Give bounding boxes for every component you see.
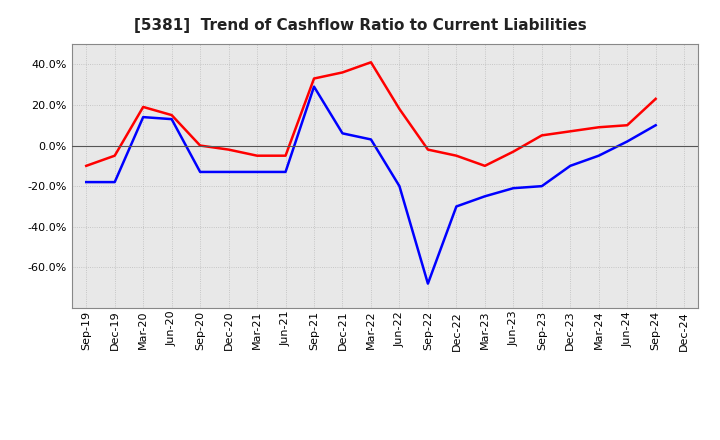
Operating CF to Current Liabilities <box>338 70 347 75</box>
Operating CF to Current Liabilities <box>225 147 233 152</box>
Free CF to Current Liabilities <box>652 123 660 128</box>
Free CF to Current Liabilities <box>110 180 119 185</box>
Free CF to Current Liabilities <box>595 153 603 158</box>
Free CF to Current Liabilities <box>423 281 432 286</box>
Free CF to Current Liabilities <box>623 139 631 144</box>
Line: Operating CF to Current Liabilities: Operating CF to Current Liabilities <box>86 62 656 166</box>
Operating CF to Current Liabilities <box>82 163 91 169</box>
Free CF to Current Liabilities <box>82 180 91 185</box>
Operating CF to Current Liabilities <box>253 153 261 158</box>
Operating CF to Current Liabilities <box>395 106 404 112</box>
Free CF to Current Liabilities <box>509 186 518 191</box>
Operating CF to Current Liabilities <box>139 104 148 110</box>
Free CF to Current Liabilities <box>566 163 575 169</box>
Operating CF to Current Liabilities <box>652 96 660 102</box>
Operating CF to Current Liabilities <box>595 125 603 130</box>
Free CF to Current Liabilities <box>167 117 176 122</box>
Operating CF to Current Liabilities <box>167 113 176 118</box>
Operating CF to Current Liabilities <box>480 163 489 169</box>
Free CF to Current Liabilities <box>139 114 148 120</box>
Free CF to Current Liabilities <box>225 169 233 175</box>
Free CF to Current Liabilities <box>395 183 404 189</box>
Operating CF to Current Liabilities <box>310 76 318 81</box>
Free CF to Current Liabilities <box>310 84 318 89</box>
Line: Free CF to Current Liabilities: Free CF to Current Liabilities <box>86 87 656 284</box>
Free CF to Current Liabilities <box>366 137 375 142</box>
Operating CF to Current Liabilities <box>509 149 518 154</box>
Operating CF to Current Liabilities <box>110 153 119 158</box>
Operating CF to Current Liabilities <box>196 143 204 148</box>
Free CF to Current Liabilities <box>537 183 546 189</box>
Operating CF to Current Liabilities <box>623 123 631 128</box>
Free CF to Current Liabilities <box>282 169 290 175</box>
Text: [5381]  Trend of Cashflow Ratio to Current Liabilities: [5381] Trend of Cashflow Ratio to Curren… <box>134 18 586 33</box>
Operating CF to Current Liabilities <box>452 153 461 158</box>
Operating CF to Current Liabilities <box>537 133 546 138</box>
Free CF to Current Liabilities <box>253 169 261 175</box>
Operating CF to Current Liabilities <box>566 128 575 134</box>
Free CF to Current Liabilities <box>196 169 204 175</box>
Operating CF to Current Liabilities <box>423 147 432 152</box>
Free CF to Current Liabilities <box>452 204 461 209</box>
Free CF to Current Liabilities <box>338 131 347 136</box>
Free CF to Current Liabilities <box>480 194 489 199</box>
Operating CF to Current Liabilities <box>366 60 375 65</box>
Operating CF to Current Liabilities <box>282 153 290 158</box>
